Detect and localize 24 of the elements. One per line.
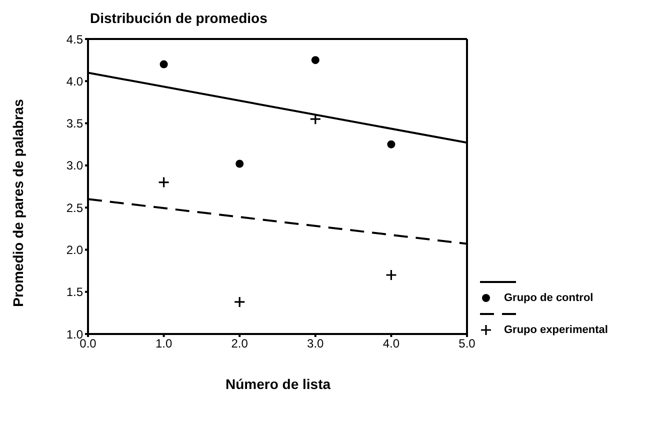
- y-tick-label: 3.5: [66, 116, 84, 131]
- y-axis-title: Promedio de pares de palabras: [10, 99, 26, 307]
- y-tick-label: 3.0: [66, 158, 84, 173]
- point: [387, 140, 396, 148]
- y-tick-label: 4.5: [66, 32, 84, 46]
- y-tick-label: 2.0: [66, 242, 84, 257]
- x-tick-label: 4.0: [382, 336, 400, 351]
- legend-label: Grupo experimental: [504, 324, 608, 336]
- x-tick-label: 1.0: [155, 336, 172, 351]
- point: [160, 60, 168, 68]
- point: [158, 176, 170, 188]
- x-tick-label: 2.0: [231, 336, 248, 351]
- y-tick-label: 2.5: [66, 200, 84, 215]
- point: [311, 56, 320, 64]
- chart-title: Distribución de promedios: [90, 10, 268, 26]
- point: [234, 296, 246, 308]
- x-tick-label: 3.0: [307, 336, 324, 351]
- point: [236, 160, 244, 168]
- y-tick-label: 1.5: [66, 285, 84, 300]
- point: [385, 269, 397, 281]
- y-tick-label: 4.0: [66, 74, 84, 88]
- x-tick-label: 5.0: [458, 336, 476, 351]
- legend-label: Grupo de control: [504, 292, 594, 304]
- x-axis-title: Número de lista: [224, 376, 332, 392]
